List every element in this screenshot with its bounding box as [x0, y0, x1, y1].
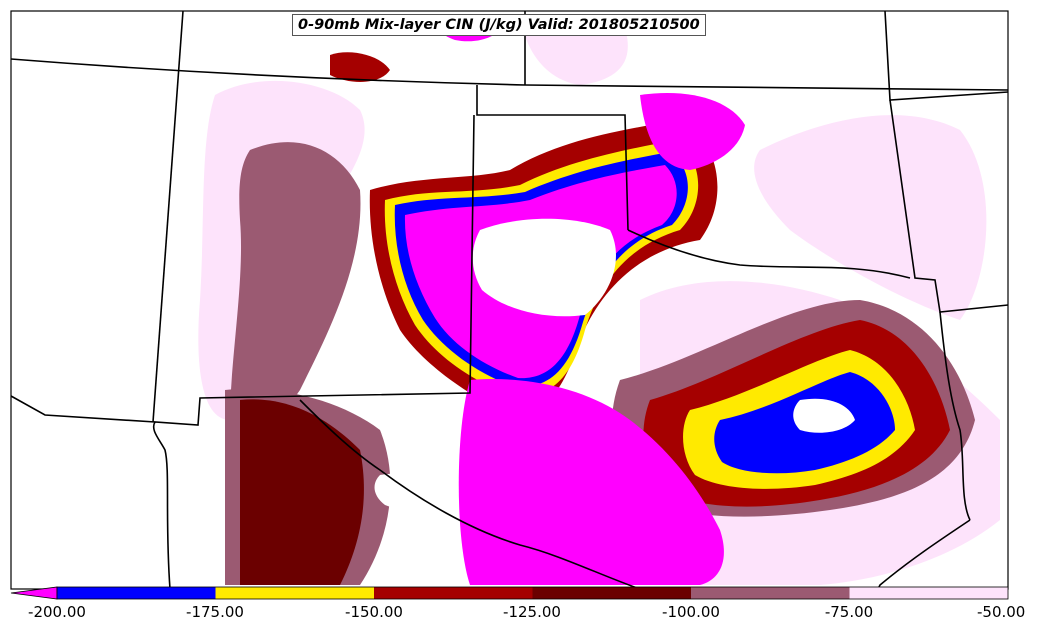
colorbar-tick-label: -75.00 — [824, 603, 874, 621]
map-title: 0-90mb Mix-layer CIN (J/kg) Valid: 20180… — [292, 14, 706, 36]
colorbar — [10, 586, 1009, 600]
border-ks-ne — [10, 58, 1009, 91]
field-white-s — [793, 398, 855, 433]
colorbar-bin-5 — [691, 587, 850, 599]
colorbar-tick-label: -150.00 — [345, 603, 403, 621]
colorbar-bin-1 — [57, 587, 216, 599]
colorbar-outline — [56, 586, 1009, 600]
colorbar-tick-label: -100.00 — [662, 603, 720, 621]
border-co-w — [152, 10, 184, 423]
border-red-river — [627, 229, 911, 279]
border-la-tx — [939, 311, 971, 521]
field-darkred-sw — [240, 399, 364, 585]
field-pink-east — [754, 115, 987, 320]
field-mauve-west — [230, 142, 361, 424]
border-ok-ar — [889, 99, 1009, 313]
colorbar-bin-2 — [215, 587, 374, 599]
border-rio-grande — [299, 399, 641, 590]
border-nm-az — [10, 395, 156, 423]
colorbar-tick-label: -200.00 — [28, 603, 86, 621]
colorbar-tick-label: -175.00 — [186, 603, 244, 621]
field-magenta-south — [458, 379, 724, 585]
colorbar-tick-label: -125.00 — [503, 603, 561, 621]
colorbar-bin-4 — [532, 587, 691, 599]
field-red-north — [330, 52, 390, 82]
field-white-center — [472, 218, 616, 317]
field-magenta-ne — [640, 93, 745, 170]
colorbar-tick-label: -50.00 — [976, 603, 1026, 621]
border-coast — [877, 519, 971, 590]
border-ok-n — [476, 85, 629, 231]
cin-field — [198, 15, 1000, 585]
colorbar-bin-3 — [374, 587, 533, 599]
colorbar-bin-6 — [849, 587, 1008, 599]
state-borders — [10, 10, 1009, 590]
